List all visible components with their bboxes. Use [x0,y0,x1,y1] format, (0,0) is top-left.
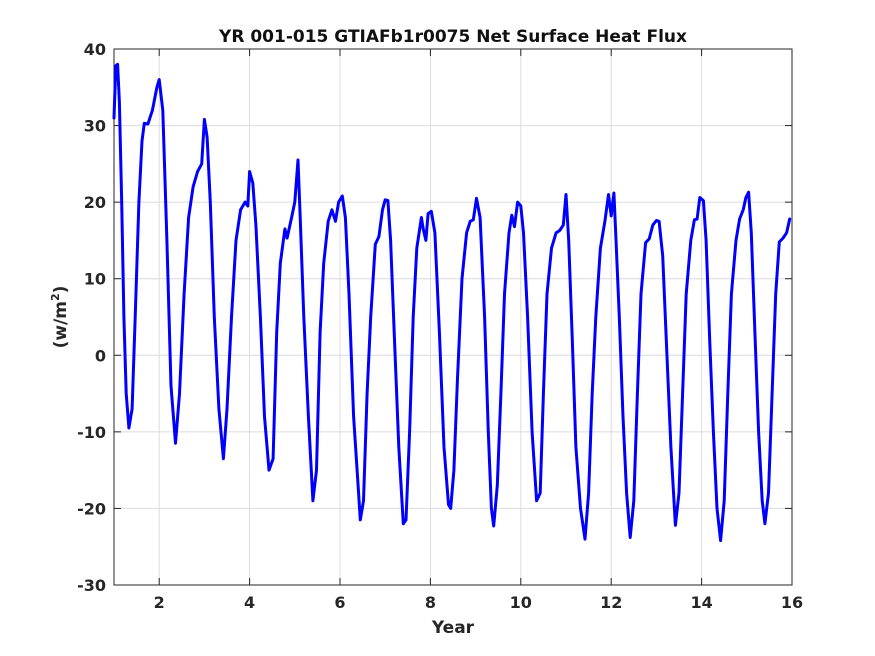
series-layer [112,62,792,543]
y-tick-label: 20 [84,193,106,212]
x-tick-label: 2 [154,593,165,612]
series-line [112,62,792,543]
x-tick-label: 10 [510,593,532,612]
y-axis-label: (w/m2) [49,286,71,349]
y-axis-label-superscript: 2 [49,293,62,301]
grid [114,48,793,586]
y-tick-label: -30 [77,576,106,595]
y-tick-label: 40 [84,40,106,59]
tick-labels: 2 4 6 8 10 12 14 16 -30 -20 -10 0 10 20 30 40 [77,40,803,612]
x-tick-label: 6 [334,593,345,612]
x-tick-label: 16 [781,593,803,612]
x-tick-label: 14 [690,593,712,612]
y-tick-label: 30 [84,117,106,136]
y-tick-label: 10 [84,270,106,289]
x-tick-label: 12 [600,593,622,612]
x-axis-label: Year [431,618,475,638]
y-tick-label: 0 [95,346,106,365]
y-tick-label: -10 [77,423,106,442]
chart-title: YR 001-015 GTIAFb1r0075 Net Surface Heat… [218,27,687,47]
y-axis-label-close: ) [51,286,71,294]
x-tick-label: 8 [425,593,436,612]
plot-area-frame [113,48,793,586]
x-tick-label: 4 [244,593,255,612]
y-axis-label-text: (w/m [51,301,71,348]
y-tick-label: -20 [77,499,106,518]
